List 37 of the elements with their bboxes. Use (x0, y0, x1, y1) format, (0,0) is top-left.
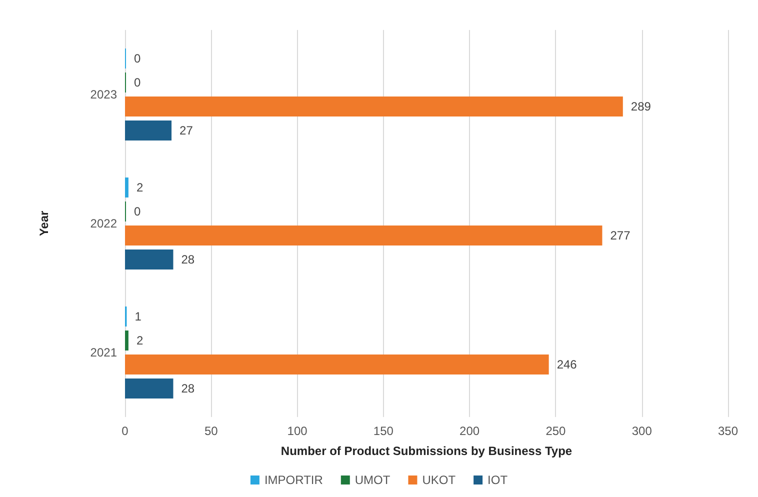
bar (125, 226, 602, 246)
x-axis-title: Number of Product Submissions by Business Type (280, 444, 572, 458)
data-label: 2 (136, 334, 144, 348)
data-label: 28 (181, 382, 195, 396)
legend-label: UMOT (354, 473, 391, 487)
y-tick-label: 2021 (90, 346, 118, 360)
data-label: 28 (181, 252, 195, 266)
x-tick-label: 150 (373, 424, 394, 438)
data-label: 277 (610, 228, 631, 242)
y-tick-label: 2023 (90, 88, 118, 102)
y-tick-label: 2022 (90, 216, 118, 230)
legend-label: IOT (488, 473, 508, 487)
data-label: 0 (134, 76, 141, 90)
bar (125, 354, 549, 374)
x-tick-label: 300 (632, 424, 652, 438)
bar (125, 378, 174, 398)
bar (125, 330, 128, 350)
x-tick-label: 350 (718, 424, 738, 438)
legend-label: UKOT (422, 473, 456, 487)
data-label: 0 (134, 52, 141, 66)
legend-label: IMPORTIR (264, 473, 324, 487)
data-label: 289 (630, 100, 652, 114)
bar (125, 178, 128, 198)
bar (125, 96, 623, 116)
bar (125, 250, 174, 270)
x-tick-label: 0 (122, 424, 129, 438)
x-tick-label: 200 (460, 424, 480, 438)
data-label: 27 (180, 124, 194, 138)
data-label: 2 (136, 180, 144, 194)
x-tick-label: 100 (287, 424, 308, 438)
data-label: 1 (134, 310, 142, 324)
data-label: 246 (556, 358, 578, 372)
y-axis-title: Year (37, 210, 51, 236)
x-tick-label: 250 (546, 424, 566, 438)
data-label: 0 (134, 204, 141, 218)
x-tick-label: 50 (204, 424, 218, 438)
bar (125, 120, 172, 140)
